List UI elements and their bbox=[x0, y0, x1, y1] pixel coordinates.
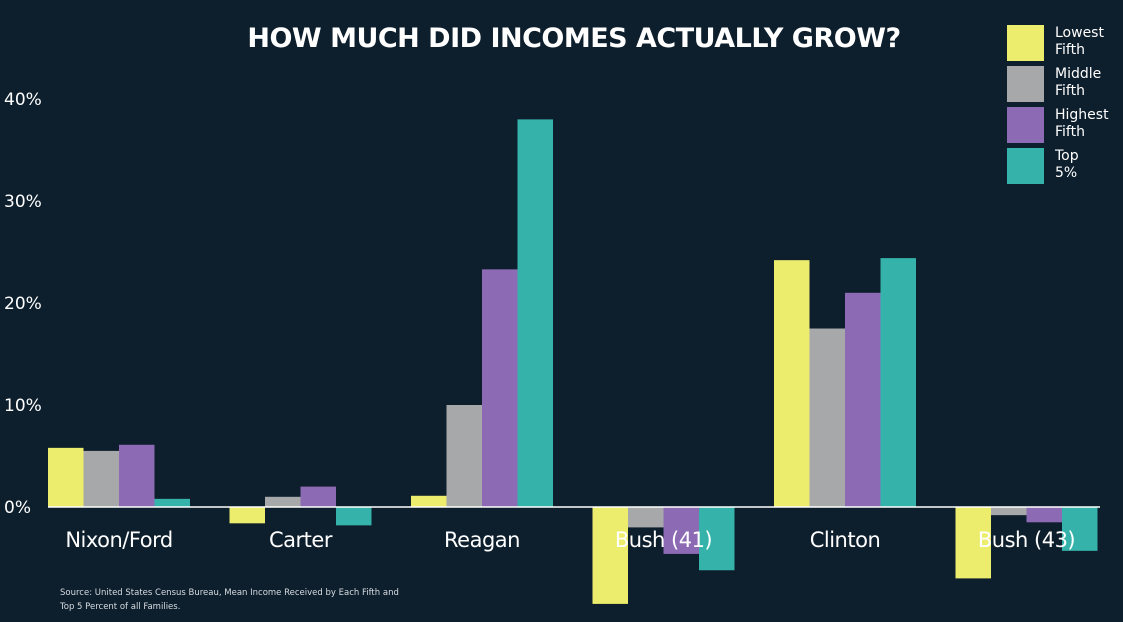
bar bbox=[83, 450, 119, 507]
bar bbox=[699, 507, 735, 571]
bar bbox=[48, 447, 84, 507]
y-tick-label: 10% bbox=[4, 396, 42, 416]
source-line: Source: United States Census Bureau, Mea… bbox=[60, 588, 399, 598]
y-tick-label: 40% bbox=[4, 90, 42, 110]
legend-swatch bbox=[1007, 66, 1044, 102]
y-tick-label: 30% bbox=[4, 192, 42, 212]
legend-label: Middle bbox=[1055, 66, 1101, 82]
x-category-label: Nixon/Ford bbox=[65, 528, 172, 552]
bar bbox=[154, 498, 190, 507]
source-line: Top 5 Percent of all Families. bbox=[59, 602, 180, 612]
legend-label: Highest bbox=[1055, 107, 1109, 123]
bar bbox=[446, 405, 482, 507]
legend-label: Fifth bbox=[1055, 42, 1085, 58]
bar bbox=[1062, 507, 1098, 551]
bar bbox=[592, 507, 628, 604]
x-axis-categories: Nixon/Ford Carter Reagan Bush (41) Clinton Bu… bbox=[65, 528, 1075, 552]
legend-label: Fifth bbox=[1055, 124, 1085, 140]
bar bbox=[774, 260, 810, 507]
legend-swatch bbox=[1007, 107, 1044, 143]
bars bbox=[48, 119, 1098, 604]
y-tick-label: 0% bbox=[4, 498, 31, 518]
x-category-label: Carter bbox=[269, 528, 333, 552]
bar bbox=[517, 119, 553, 508]
y-tick-label: 20% bbox=[4, 294, 42, 314]
bar bbox=[229, 507, 265, 524]
legend-label: 5% bbox=[1055, 165, 1077, 181]
bar bbox=[955, 507, 991, 579]
bar bbox=[482, 269, 518, 507]
x-category-label: Reagan bbox=[444, 528, 520, 552]
legend-label: Fifth bbox=[1055, 83, 1085, 99]
source-note: Source: United States Census Bureau, Mea… bbox=[59, 588, 399, 612]
bar bbox=[991, 507, 1027, 516]
bar bbox=[663, 507, 699, 554]
bar bbox=[411, 495, 447, 507]
bar bbox=[336, 507, 372, 526]
x-category-label: Bush (43) bbox=[978, 528, 1075, 552]
bar bbox=[265, 496, 301, 507]
bar bbox=[300, 486, 336, 507]
bar bbox=[119, 444, 155, 507]
bar bbox=[628, 507, 664, 528]
legend-label: Lowest bbox=[1055, 25, 1104, 41]
bar bbox=[809, 328, 845, 507]
y-axis-ticks: 0% 10% 20% 30% 40% bbox=[4, 90, 42, 518]
x-category-label: Bush (41) bbox=[615, 528, 712, 552]
bar bbox=[845, 292, 881, 507]
legend-swatch bbox=[1007, 148, 1044, 184]
legend-swatch bbox=[1007, 25, 1044, 61]
bar bbox=[1026, 507, 1062, 523]
bar bbox=[880, 258, 916, 507]
legend-label: Top bbox=[1054, 148, 1079, 164]
chart-title: HOW MUCH DID INCOMES ACTUALLY GROW? bbox=[247, 23, 900, 54]
x-category-label: Clinton bbox=[810, 528, 881, 552]
